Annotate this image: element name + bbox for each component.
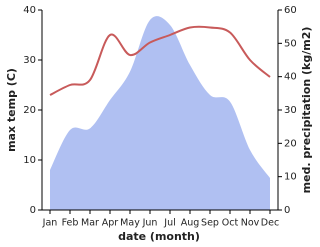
- x-tick-label: Sep: [201, 218, 219, 229]
- y2-axis-label: med. precipitation (kg/m2): [300, 27, 313, 194]
- y2-tick-label: 20: [284, 138, 297, 149]
- y-tick-label: 0: [30, 205, 36, 216]
- y2-tick-label: 60: [284, 5, 297, 16]
- y-axis-label: max temp (C): [5, 68, 18, 152]
- y2-tick-label: 10: [284, 172, 297, 183]
- x-tick-label: Dec: [261, 218, 279, 229]
- y2-tick-label: 0: [284, 205, 290, 216]
- x-tick-label: May: [120, 218, 140, 229]
- line: [49, 25, 271, 96]
- y-tick-label: 10: [23, 155, 36, 166]
- y2-tick-label: 50: [284, 38, 297, 49]
- x-tick-label: Jul: [163, 218, 175, 229]
- y2-tick-label: 40: [284, 72, 297, 83]
- x-tick-label: Nov: [241, 218, 260, 229]
- y-tick-label: 20: [23, 105, 36, 116]
- x-tick-label: Jun: [142, 218, 158, 229]
- x-tick-label: Aug: [181, 218, 200, 229]
- x-axis-label: date (month): [118, 230, 200, 243]
- y2-tick-label: 30: [284, 105, 297, 116]
- x-tick-label: Apr: [102, 218, 119, 229]
- x-tick-label: Feb: [62, 218, 79, 229]
- x-tick-label: Mar: [81, 218, 99, 229]
- area: [50, 16, 270, 211]
- x-tick-label: Oct: [222, 218, 239, 229]
- y-tick-label: 30: [23, 55, 36, 66]
- y-tick-label: 40: [23, 5, 36, 16]
- x-tick-label: Jan: [42, 218, 58, 229]
